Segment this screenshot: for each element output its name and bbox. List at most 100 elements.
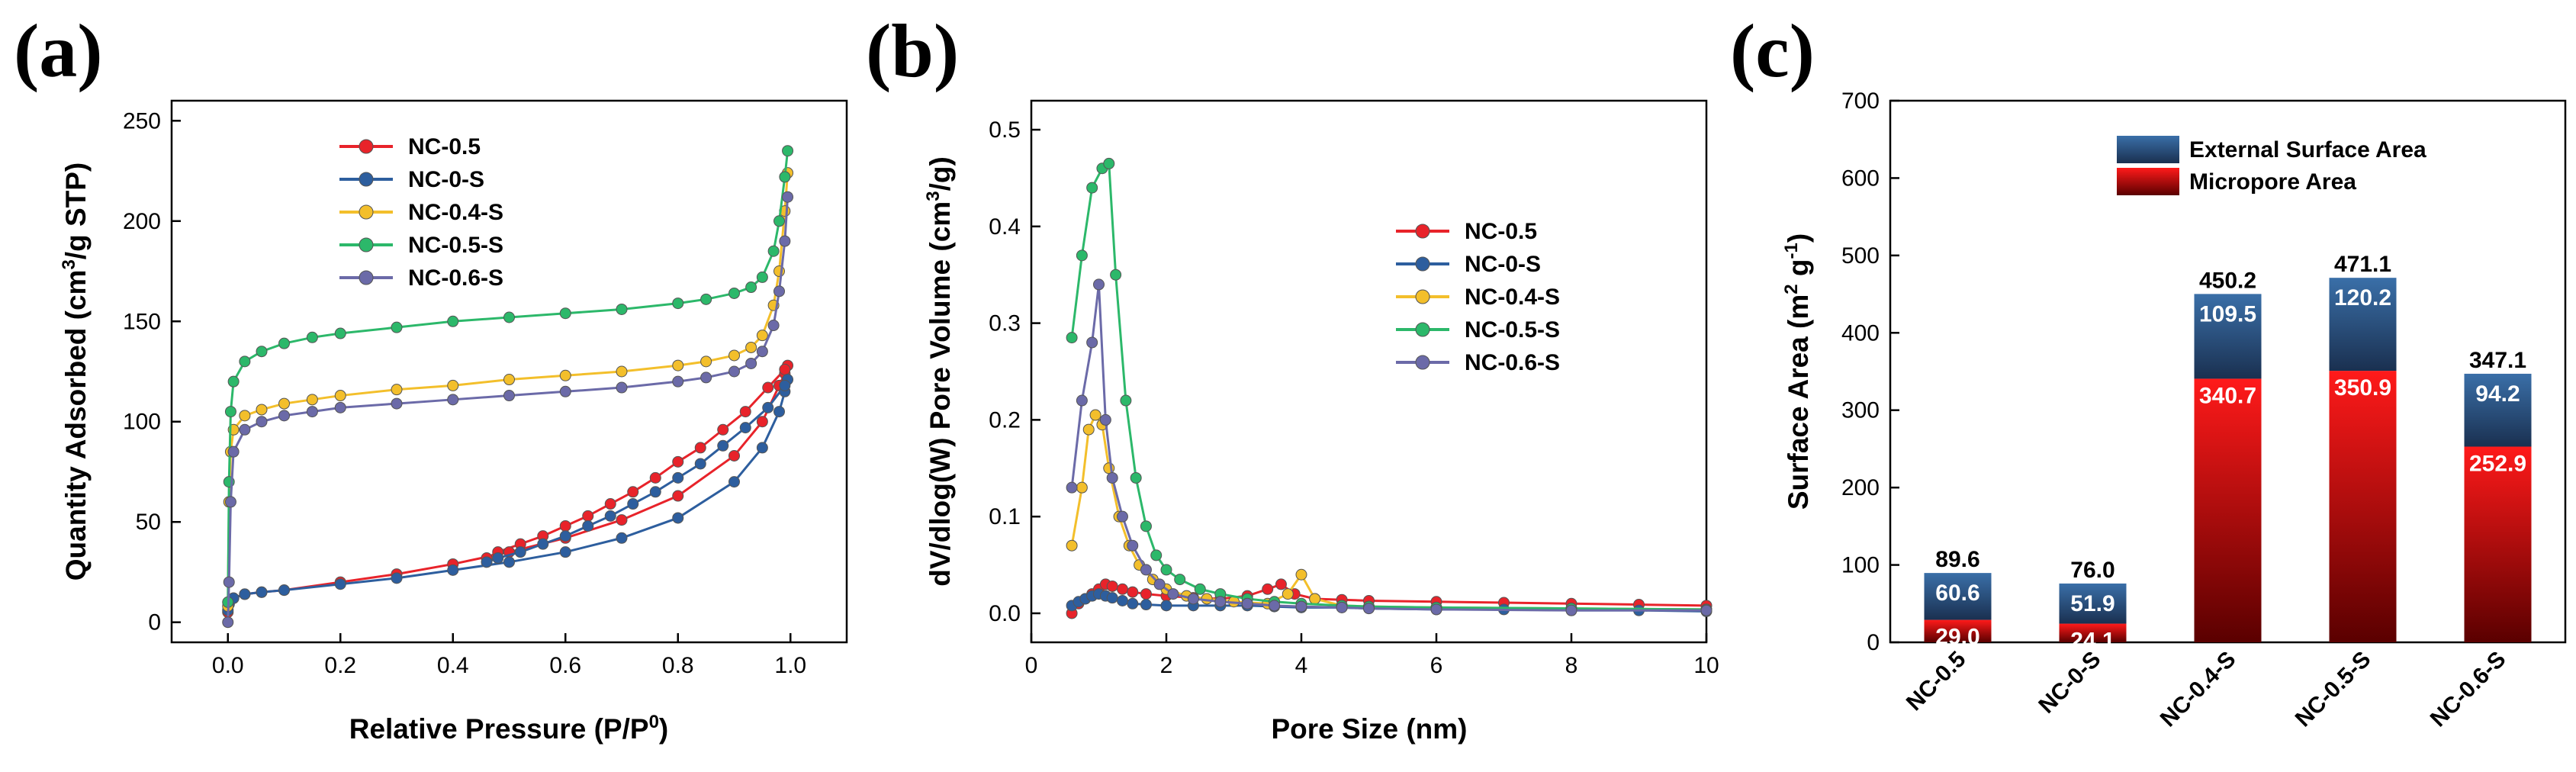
series-nc-0-5-s-point — [503, 311, 515, 323]
legend-label: NC-0.4-S — [1465, 285, 1560, 310]
bar-group-nc-0-s: 24.1 51.9 76.0 — [2059, 558, 2127, 654]
series-nc-0-s-point — [447, 564, 459, 576]
panel-a-x-tick-label: 0.6 — [549, 653, 581, 678]
series-nc-0-s-point — [537, 538, 549, 550]
series-nc-0-6-s-point — [1093, 278, 1105, 291]
series-nc-0-4-s-point — [1295, 568, 1307, 581]
panel-c-x-tick-label: NC-0.6-S — [2426, 647, 2511, 732]
series-nc-0-s-point — [728, 476, 740, 488]
series-nc-0-6-s-point — [1127, 539, 1139, 552]
series-nc-0-6-s-point — [224, 496, 236, 508]
bar-micropore — [2329, 371, 2397, 642]
series-nc-0-6-s-point — [1269, 600, 1281, 612]
panel-a-chart: 0.0 0.2 0.4 0.6 0.8 1.0 0 50 100 150 200 250 NC-0.5… — [59, 99, 848, 745]
series-nc-0-5-s-point — [306, 331, 318, 343]
series-nc-0-s-point — [616, 532, 628, 544]
series-nc-0-5-s-point — [1103, 157, 1115, 169]
legend-item-external-surface-area: External Surface Area — [2117, 136, 2426, 163]
bar-group-nc-0-5-s: 350.9 120.2 471.1 — [2329, 252, 2397, 642]
panel-label-b: (b) — [866, 8, 959, 93]
legend-label: NC-0.5 — [1465, 219, 1537, 244]
series-nc-0-4-s-point — [239, 410, 251, 422]
series-nc-0-6-s-point — [1241, 597, 1253, 610]
series-nc-0-s-point — [756, 442, 768, 454]
series-nc-0-s-point — [604, 510, 616, 522]
panel-b-y-tick-label: 0.1 — [989, 504, 1021, 529]
series-nc-0-s-point — [559, 546, 571, 558]
panel-c-x-tick-label: NC-0-S — [2034, 647, 2105, 719]
series-nc-0-6-s-point — [239, 423, 251, 436]
series-nc-0-6-s-point — [1167, 588, 1179, 600]
series-nc-0-6-s-point — [334, 401, 346, 413]
series-nc-0-s-point — [779, 379, 791, 391]
bar-external-label: 94.2 — [2475, 381, 2520, 407]
series-nc-0-5-point — [649, 471, 661, 484]
series-nc-0-s-point — [1127, 597, 1139, 610]
panel-c-y-axis-label: Surface Area (m2 g-1) — [1781, 233, 1814, 510]
panel-b-y-tick-label: 0.4 — [989, 214, 1021, 240]
panel-b-x-tick-label: 10 — [1693, 653, 1719, 678]
series-nc-0-4-s-point — [334, 390, 346, 402]
series-nc-0-4-s-point — [1066, 539, 1078, 552]
series-nc-0-6-s-point — [559, 385, 571, 397]
series-nc-0-5-s — [1066, 157, 1713, 616]
series-nc-0-s-point — [256, 586, 268, 598]
series-nc-0-4-s-line — [227, 172, 790, 606]
series-nc-0-6-s-point — [1116, 510, 1128, 523]
series-nc-0-6-s-point — [391, 397, 403, 410]
legend-label: NC-0-S — [1465, 252, 1541, 277]
bar-external-label: 51.9 — [2070, 591, 2115, 616]
series-nc-0-5-s — [222, 145, 794, 608]
series-nc-0-s-point — [762, 401, 774, 413]
series-nc-0-4-s-point — [278, 397, 290, 410]
legend-swatch-marker — [359, 204, 374, 220]
series-nc-0-4-s-point — [728, 349, 740, 362]
bar-external — [2194, 294, 2262, 379]
series-nc-0-4-s-line — [1070, 413, 1707, 611]
bar-external-label: 109.5 — [2199, 301, 2256, 326]
series-nc-0-5-point — [604, 498, 616, 510]
series-nc-0-4-s-point — [700, 355, 712, 368]
bar-micropore — [2059, 623, 2127, 642]
panel-a-x-tick-label: 1.0 — [774, 653, 806, 678]
bar-micropore-label: 24.1 — [2070, 629, 2115, 654]
series-nc-0-6-s-point — [1700, 604, 1713, 616]
series-nc-0-6-s-point — [503, 390, 515, 402]
series-nc-0-5-s-point — [391, 321, 403, 333]
series-nc-0-5-s-point — [224, 406, 236, 418]
panel-b-x-axis-label: Pore Size (nm) — [1272, 713, 1468, 745]
series-nc-0-6-s-point — [1430, 603, 1442, 616]
series-nc-0-6-s-point — [227, 446, 240, 458]
series-nc-0-s-point — [773, 406, 785, 418]
series-nc-0-6-s-point — [756, 346, 768, 358]
bar-micropore-label: 350.9 — [2334, 375, 2391, 400]
legend-label: NC-0.6-S — [408, 265, 503, 291]
panel-c-y-tick-label: 500 — [1841, 243, 1880, 269]
series-nc-0-4-s-point — [756, 330, 768, 342]
series-nc-0-6-s-line — [1070, 284, 1706, 612]
panel-c-x-tick-label: NC-0.5 — [1902, 647, 1971, 716]
series-nc-0-4-s-point — [745, 341, 757, 353]
series-nc-0-5-s-point — [1160, 564, 1172, 576]
series-nc-0-s-point — [334, 578, 346, 590]
series-nc-0-4-s-point — [1082, 423, 1095, 436]
series-nc-0-6-s-point — [1153, 578, 1166, 590]
series-nc-0-s-point — [717, 439, 729, 452]
series-nc-0-s-point — [481, 556, 493, 568]
panel-c-y-tick-label: 0 — [1867, 630, 1880, 655]
series-nc-0-s-point — [649, 486, 661, 498]
panel-c-y-tick-label: 200 — [1841, 475, 1880, 500]
series-nc-0-5-s-point — [256, 346, 268, 358]
legend-swatch-marker — [1415, 256, 1430, 272]
bar-micropore — [2194, 378, 2262, 642]
series-nc-0-6-s-point — [672, 375, 684, 388]
bar-total-label: 347.1 — [2469, 348, 2526, 373]
series-nc-0-5-point — [1106, 580, 1118, 592]
panel-c-y-tick-label: 700 — [1841, 88, 1880, 114]
series-nc-0-s-point — [391, 572, 403, 584]
legend-swatch-marker — [359, 172, 374, 187]
series-nc-0-6-s-point — [1140, 564, 1152, 576]
panel-label-c: (c) — [1730, 8, 1815, 93]
panel-c-y-tick-label: 600 — [1841, 166, 1880, 191]
bar-group-nc-0-5: 29.0 60.6 89.6 — [1924, 547, 1992, 650]
